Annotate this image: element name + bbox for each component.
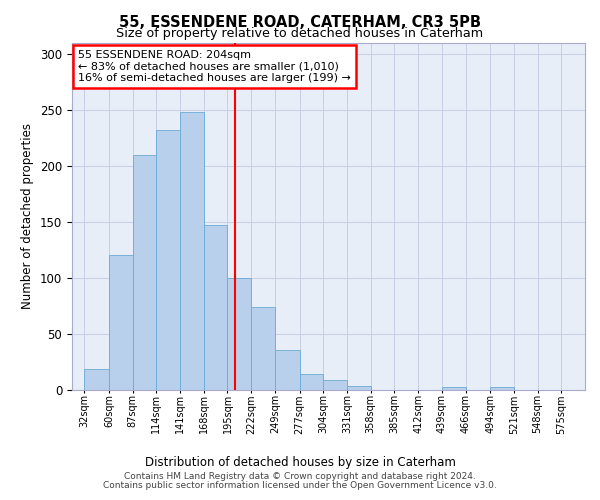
Text: Contains public sector information licensed under the Open Government Licence v3: Contains public sector information licen… [103,481,497,490]
Text: Contains HM Land Registry data © Crown copyright and database right 2024.: Contains HM Land Registry data © Crown c… [124,472,476,481]
Bar [299,374,323,390]
Bar [157,130,180,390]
Bar [323,380,347,390]
Bar [180,112,204,390]
Bar [442,386,466,390]
Text: Size of property relative to detached houses in Caterham: Size of property relative to detached ho… [116,28,484,40]
Bar [490,386,514,390]
Bar [275,350,299,390]
Bar [109,256,133,390]
Bar [347,386,371,390]
Bar [133,154,157,390]
Text: 55 ESSENDENE ROAD: 204sqm
← 83% of detached houses are smaller (1,010)
16% of se: 55 ESSENDENE ROAD: 204sqm ← 83% of detac… [78,50,351,84]
Bar [251,307,275,390]
Text: 55, ESSENDENE ROAD, CATERHAM, CR3 5PB: 55, ESSENDENE ROAD, CATERHAM, CR3 5PB [119,15,481,30]
Y-axis label: Number of detached properties: Number of detached properties [22,123,34,309]
Bar [227,278,251,390]
Bar [204,225,227,390]
Text: Distribution of detached houses by size in Caterham: Distribution of detached houses by size … [145,456,455,469]
Bar [84,368,109,390]
